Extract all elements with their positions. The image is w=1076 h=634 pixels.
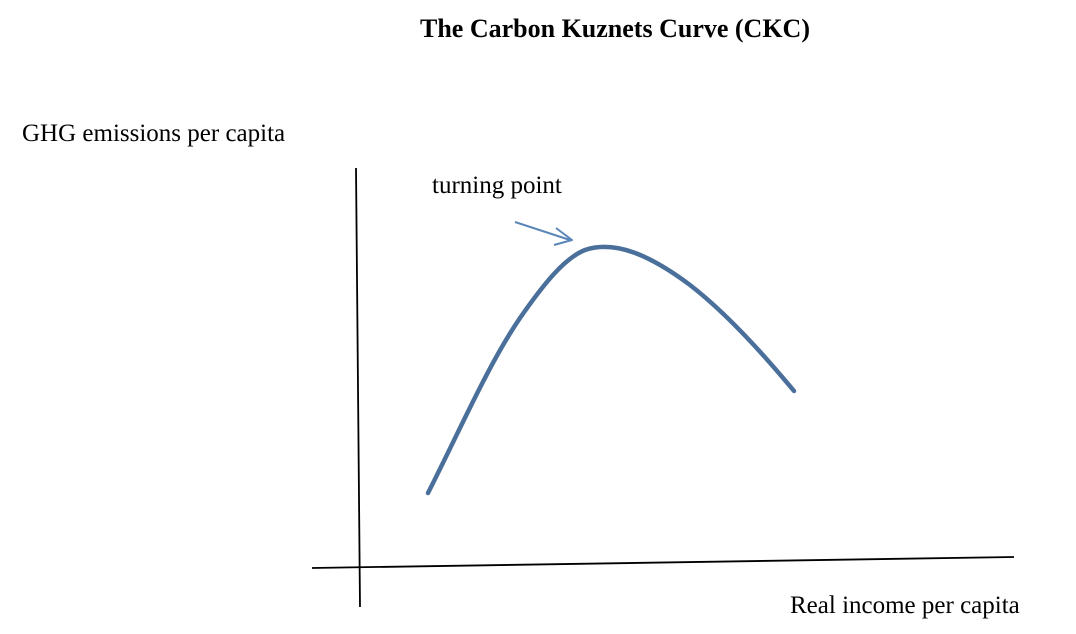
turning-point-arrow-shaft	[514, 221, 571, 241]
ckc-curve	[425, 244, 797, 496]
x-axis-line	[311, 556, 1015, 569]
y-axis-label: GHG emissions per capita	[22, 120, 286, 147]
x-axis-label: Real income per capita	[790, 592, 1020, 619]
diagram-title: The Carbon Kuznets Curve (CKC)	[420, 14, 810, 43]
turning-point-arrow-head	[553, 227, 573, 246]
turning-point-label: turning point	[432, 172, 562, 199]
y-axis-line	[355, 167, 361, 608]
